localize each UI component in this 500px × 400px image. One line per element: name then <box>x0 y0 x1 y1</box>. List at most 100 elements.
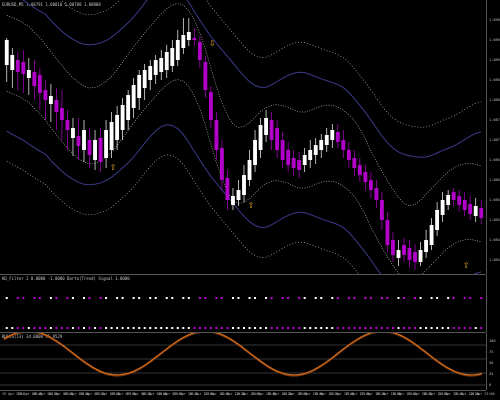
candle-body <box>225 178 230 200</box>
candle-body <box>153 60 158 75</box>
candle-body <box>231 196 235 205</box>
signal-dot <box>447 297 450 299</box>
time-axis[interactable]: 19 Apr 2024 19 Apr 03:40 19 Apr 04:20 19 Ap… <box>0 390 500 400</box>
candle-body <box>15 60 20 72</box>
indicator1-pane[interactable]: KD_Filter 2 0.0000 -1.0000 Barto(Trend) … <box>0 275 486 333</box>
time-label: 19 Apr 17:00 <box>329 392 355 396</box>
candle <box>446 190 451 210</box>
signal-dot <box>226 327 229 329</box>
candle-body <box>10 55 15 70</box>
candle <box>424 230 428 258</box>
candle <box>385 212 390 252</box>
candle <box>462 192 467 216</box>
candle <box>142 64 147 100</box>
candle <box>181 18 186 54</box>
signal-dot <box>99 327 102 329</box>
candle <box>192 28 197 46</box>
candle-body <box>60 108 64 120</box>
signal-dot <box>386 297 389 299</box>
up-arrow-icon: ⇧ <box>110 163 117 172</box>
candle-body <box>402 245 406 255</box>
candle <box>214 112 219 160</box>
price-axis[interactable]: 1.0900 1.0895 1.0890 1.0885 1.0880 1.0875 1.08… <box>486 0 500 274</box>
candle-body <box>479 208 484 218</box>
candle <box>357 158 362 182</box>
candle <box>346 142 351 168</box>
signal-dot <box>380 297 383 299</box>
up-arrow-icon: ⇧ <box>463 261 470 270</box>
candle-body <box>170 48 175 66</box>
candle <box>4 38 9 82</box>
candle <box>186 18 191 46</box>
time-label: 19 Apr 04:20 <box>33 392 58 396</box>
candle-body <box>43 90 48 100</box>
signal-dot <box>259 327 262 329</box>
candle-body <box>32 72 37 86</box>
time-label: 19 Apr 14:20 <box>267 392 292 396</box>
time-label: 19 Apr 17:40 <box>345 392 370 396</box>
signal-dot <box>347 327 350 329</box>
indicator1-axis <box>486 275 500 332</box>
signal-dot <box>215 327 218 329</box>
candle <box>264 110 268 142</box>
candle <box>242 165 246 202</box>
signal-dot <box>397 327 400 329</box>
signal-dot <box>336 297 339 299</box>
candle-body <box>203 62 208 90</box>
time-label: 19 Apr 19:00 <box>376 392 401 396</box>
candle-body <box>98 138 103 162</box>
indicator2-pane[interactable]: BULLS(13) 34.8008 35.9529 <box>0 333 486 391</box>
upper-far-band <box>60 0 482 128</box>
price-tick: 1.0875 <box>489 118 500 122</box>
candle-body <box>87 140 92 155</box>
candle <box>175 30 180 66</box>
time-label: 19 Apr 22:20 <box>454 392 479 396</box>
candle <box>159 50 164 80</box>
signal-dot <box>452 297 455 299</box>
candle-body <box>4 40 9 65</box>
signal-dot <box>463 327 466 329</box>
signal-dot <box>474 327 477 329</box>
candle <box>435 202 440 236</box>
signal-dot <box>419 297 422 299</box>
candle-body <box>380 200 384 220</box>
candle <box>313 138 318 164</box>
candle <box>60 90 64 140</box>
time-label: 19 Apr 19:40 <box>392 392 417 396</box>
time-label: 19 Apr 12:20 <box>220 392 245 396</box>
signal-dot <box>154 327 157 329</box>
candle <box>48 84 53 122</box>
candle <box>170 40 175 72</box>
signal-dot <box>33 327 36 329</box>
candle-body <box>104 130 108 158</box>
candle-body <box>131 85 136 108</box>
indicator1-canvas[interactable] <box>0 275 486 332</box>
candle <box>164 45 169 78</box>
main-chart-canvas[interactable]: ⇧ ⇧ ⇧ ⇩ <box>0 0 486 274</box>
price-tick: 1.0850 <box>489 218 500 222</box>
candle-body <box>302 155 307 165</box>
signal-dot <box>182 297 185 299</box>
signal-dot <box>314 327 317 329</box>
candle-body <box>71 128 75 138</box>
time-label: 19 Apr 23:00 <box>470 392 495 396</box>
signal-dot <box>171 327 174 329</box>
signal-dot <box>154 297 157 299</box>
main-chart-pane[interactable]: EURUSD,M5 1.08791 1.08810 1.08788 1.0880… <box>0 0 486 275</box>
signal-dot <box>116 327 119 329</box>
signal-dot <box>452 327 455 329</box>
candle <box>479 200 484 224</box>
candle-body <box>54 100 59 112</box>
candle-body <box>451 192 456 200</box>
signal-dot <box>220 327 223 329</box>
signal-dot <box>276 327 279 329</box>
signal-dot <box>66 297 69 299</box>
signal-dot <box>16 297 19 299</box>
indicator2-canvas[interactable] <box>0 333 486 390</box>
price-tick: 1.0865 <box>489 158 500 162</box>
signal-dot <box>138 327 141 329</box>
candle <box>197 36 202 68</box>
signal-dot <box>165 297 168 299</box>
time-label: 19 Apr 11:00 <box>189 392 214 396</box>
signal-dot <box>364 327 367 329</box>
